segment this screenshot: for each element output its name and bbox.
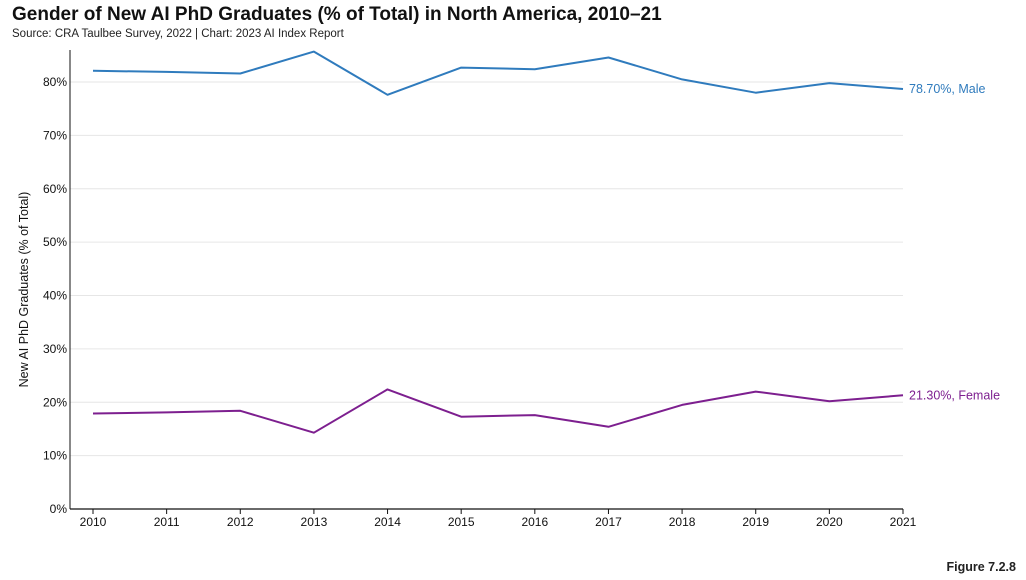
y-tick-label: 30% <box>43 342 67 356</box>
end-label-male: 78.70%, Male <box>909 82 985 96</box>
y-axis-label: New AI PhD Graduates (% of Total) <box>17 192 31 388</box>
x-tick-label: 2012 <box>227 515 254 529</box>
end-label-female: 21.30%, Female <box>909 388 1000 402</box>
y-tick-labels: 0% 10% 20% 30% 40% 50% 60% 70% 80% <box>43 75 67 516</box>
figure-label: Figure 7.2.8 <box>946 560 1016 574</box>
x-tick-labels: 2010 2011 2012 2013 2014 2015 2016 2017 2018 2019… <box>80 515 917 529</box>
y-tick-label: 80% <box>43 75 67 89</box>
y-tick-label: 50% <box>43 235 67 249</box>
y-tick-label: 20% <box>43 395 67 409</box>
x-tick-label: 2015 <box>448 515 475 529</box>
x-tick-label: 2014 <box>374 515 401 529</box>
x-tick-label: 2010 <box>80 515 107 529</box>
series-lines <box>92 50 904 434</box>
axes <box>69 50 904 514</box>
y-tick-label: 40% <box>43 289 67 303</box>
y-tick-label: 60% <box>43 182 67 196</box>
x-tick-label: 2011 <box>154 515 180 529</box>
x-tick-label: 2018 <box>669 515 696 529</box>
series-end-labels: 78.70%, Male 21.30%, Female <box>909 82 1000 402</box>
series-line-female <box>92 388 904 434</box>
x-tick-label: 2013 <box>301 515 328 529</box>
y-tick-label: 0% <box>50 502 68 516</box>
y-tick-label: 70% <box>43 128 67 142</box>
series-line-male <box>92 50 904 96</box>
chart-source: Source: CRA Taulbee Survey, 2022 | Chart… <box>12 28 344 40</box>
x-tick-label: 2019 <box>742 515 769 529</box>
x-tick-label: 2017 <box>595 515 622 529</box>
x-tick-label: 2021 <box>890 515 917 529</box>
grid-lines <box>70 81 903 457</box>
x-tick-label: 2016 <box>521 515 548 529</box>
chart-title: Gender of New AI PhD Graduates (% of Tot… <box>12 4 662 25</box>
x-tick-label: 2020 <box>816 515 843 529</box>
y-tick-label: 10% <box>43 449 67 463</box>
